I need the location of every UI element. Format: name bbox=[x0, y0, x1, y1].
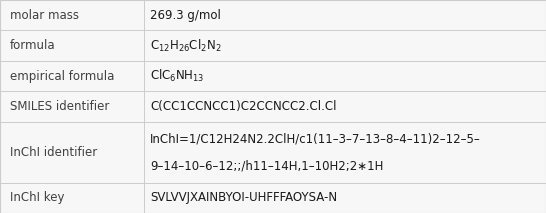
Text: 9–14–10–6–12;;/h11–14H,1–10H2;2∗1H: 9–14–10–6–12;;/h11–14H,1–10H2;2∗1H bbox=[150, 159, 383, 172]
Text: C$_{12}$H$_{26}$Cl$_{2}$N$_{2}$: C$_{12}$H$_{26}$Cl$_{2}$N$_{2}$ bbox=[150, 37, 222, 54]
Text: molar mass: molar mass bbox=[10, 9, 79, 22]
Text: SMILES identifier: SMILES identifier bbox=[10, 100, 109, 113]
Text: empirical formula: empirical formula bbox=[10, 70, 114, 83]
Text: ClC$_{6}$NH$_{13}$: ClC$_{6}$NH$_{13}$ bbox=[150, 68, 205, 84]
Text: InChI=1/C12H24N2.2ClH/c1(11–3–7–13–8–4–11)2–12–5–: InChI=1/C12H24N2.2ClH/c1(11–3–7–13–8–4–1… bbox=[150, 132, 481, 145]
Text: formula: formula bbox=[10, 39, 56, 52]
Text: InChI identifier: InChI identifier bbox=[10, 146, 97, 159]
Text: C(CC1CCNCC1)C2CCNCC2.Cl.Cl: C(CC1CCNCC1)C2CCNCC2.Cl.Cl bbox=[150, 100, 337, 113]
Text: SVLVVJXAINBYOI-UHFFFAOYSA-N: SVLVVJXAINBYOI-UHFFFAOYSA-N bbox=[150, 191, 337, 204]
Text: 269.3 g/mol: 269.3 g/mol bbox=[150, 9, 221, 22]
Text: InChI key: InChI key bbox=[10, 191, 64, 204]
